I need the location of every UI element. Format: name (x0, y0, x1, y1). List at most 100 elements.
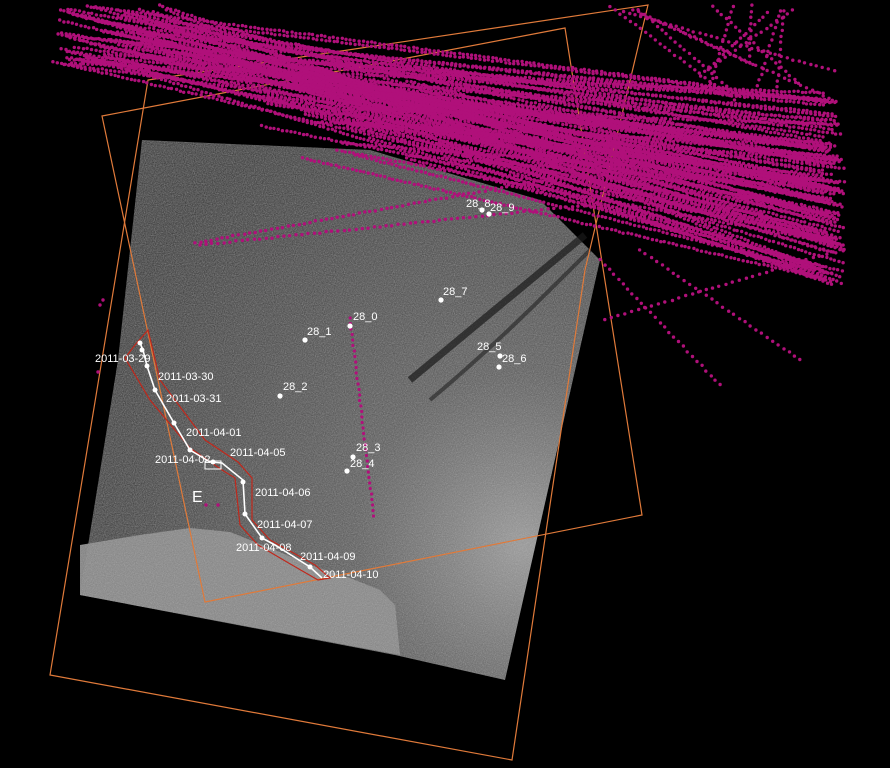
ais-point (100, 71, 104, 75)
ais-point (712, 196, 716, 201)
ais-point (652, 99, 656, 104)
ais-point (520, 59, 524, 64)
ais-point (273, 111, 278, 116)
ais-point (503, 58, 507, 62)
ais-point (89, 5, 93, 9)
ais-point (779, 90, 784, 94)
ais-point (771, 127, 775, 131)
ais-point (648, 98, 652, 103)
ais-point (166, 86, 170, 91)
ais-point (572, 91, 576, 95)
ais-point (249, 25, 253, 29)
oil-slick-band (428, 248, 592, 402)
ais-point (141, 79, 146, 84)
ais-point (730, 114, 734, 118)
ais-point (412, 45, 416, 49)
ais-point (762, 88, 767, 93)
ais-point (828, 192, 832, 196)
ais-point (64, 47, 68, 52)
ais-point (461, 52, 465, 56)
ais-point (808, 132, 812, 136)
ais-point (232, 99, 237, 103)
ais-point (683, 109, 688, 113)
ais-point (710, 106, 714, 110)
ais-point (352, 38, 356, 43)
ais-point (118, 9, 123, 13)
ais-point (502, 82, 506, 87)
ais-point (788, 125, 792, 129)
ais-point (779, 128, 783, 132)
ais-point (326, 127, 330, 131)
ais-point (728, 231, 732, 235)
ais-point (245, 45, 249, 50)
ais-point (791, 217, 795, 221)
ais-point (260, 107, 265, 112)
ais-point (813, 128, 817, 132)
ais-point (800, 126, 804, 130)
ais-point (709, 112, 713, 117)
ais-point (349, 57, 354, 61)
ais-point (471, 170, 475, 174)
ais-point (766, 126, 770, 131)
ais-point (307, 91, 311, 95)
ais-point (109, 72, 113, 77)
oil-slick-band (407, 232, 588, 383)
ais-point (746, 115, 751, 120)
ais-point (342, 126, 346, 130)
ais-point (179, 84, 184, 88)
ais-point (827, 127, 831, 131)
ais-point (203, 95, 207, 99)
ais-point (62, 20, 66, 24)
ais-point (79, 24, 83, 28)
ais-point (265, 27, 269, 31)
ais-point (253, 104, 257, 109)
ais-point (298, 32, 302, 36)
ais-point (754, 116, 759, 121)
ais-point (149, 82, 154, 87)
ais-point (277, 28, 281, 32)
ais-point (358, 136, 362, 141)
ais-point (95, 6, 100, 10)
ais-point (776, 123, 780, 127)
ais-point (217, 94, 221, 98)
ais-point (611, 93, 615, 97)
ais-point (329, 123, 333, 128)
ais-point (692, 110, 696, 114)
ais-point (473, 53, 478, 58)
ais-point (448, 76, 452, 81)
ais-point (634, 97, 639, 101)
ais-points-layer (51, 3, 847, 518)
ais-point (436, 49, 441, 53)
ais-point (494, 56, 498, 60)
ais-point (445, 50, 449, 55)
ais-point (783, 129, 787, 133)
ais-point (424, 47, 428, 51)
ais-point (485, 81, 490, 85)
ais-point (740, 206, 744, 210)
ais-point (600, 69, 604, 74)
ais-point (113, 73, 117, 78)
ais-point (357, 39, 361, 43)
ais-point (361, 39, 366, 43)
ais-point (184, 84, 188, 89)
ais-point (212, 93, 216, 98)
ais-point (236, 100, 240, 104)
ais-point (72, 50, 76, 54)
ais-point (112, 11, 116, 16)
ais-point (441, 50, 445, 54)
ais-point (79, 51, 84, 55)
ais-point (832, 192, 836, 196)
ais-point (359, 72, 363, 77)
ais-point (807, 222, 812, 226)
ais-point (817, 134, 821, 138)
ais-point (241, 44, 245, 48)
ais-point (257, 106, 261, 110)
ais-point (478, 54, 482, 58)
ais-point (254, 96, 258, 101)
ais-point (736, 204, 740, 208)
ais-point (108, 10, 113, 14)
ais-point (362, 132, 367, 136)
ais-point (823, 226, 827, 231)
ais-point (358, 59, 363, 63)
